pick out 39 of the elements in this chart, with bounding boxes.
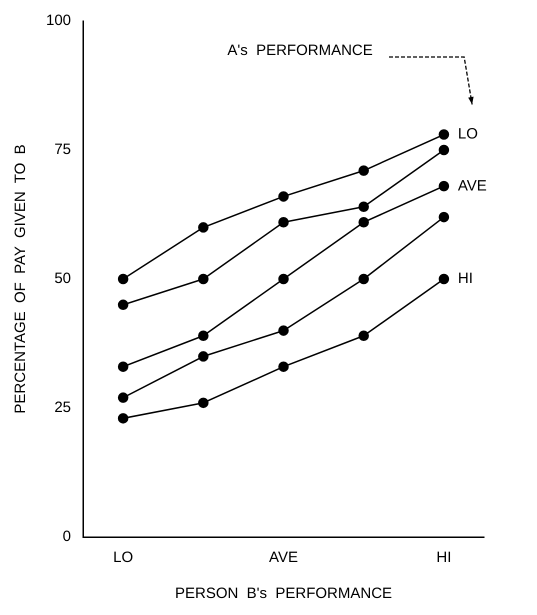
point <box>358 165 369 176</box>
point <box>198 222 209 233</box>
y-tick-label: 75 <box>54 141 72 158</box>
point <box>198 351 209 362</box>
point <box>118 300 128 310</box>
y-tick-label: 0 <box>62 528 72 546</box>
point <box>438 212 450 222</box>
point <box>438 274 450 284</box>
point <box>118 361 128 372</box>
point <box>118 413 128 424</box>
annotation: A's PERFORMANCE <box>227 42 373 60</box>
point <box>438 144 450 156</box>
series-label: AVE <box>458 177 487 194</box>
point <box>438 129 450 140</box>
y-tick-label: 25 <box>54 399 72 416</box>
y-tick-label: 50 <box>54 270 72 288</box>
point <box>358 216 369 228</box>
y-axis-title: PERCENTAGE OF PAY GIVEN TO B <box>12 144 30 414</box>
point <box>358 274 369 284</box>
y-tick-label: 100 <box>46 12 72 30</box>
point <box>198 398 209 408</box>
point <box>278 274 289 284</box>
series-label: HI <box>458 270 473 288</box>
x-tick-label: HI <box>436 549 452 566</box>
point <box>358 202 369 212</box>
x-tick-label: LO <box>113 549 134 566</box>
point <box>438 180 450 192</box>
point <box>118 274 128 284</box>
point <box>278 191 289 202</box>
point <box>198 330 209 342</box>
x-axis-title: PERSON B's PERFORMANCE <box>174 585 392 602</box>
x-tick-label: AVE <box>269 549 298 566</box>
point <box>198 274 209 284</box>
point <box>278 216 289 228</box>
point <box>358 330 369 342</box>
series-label: LO <box>458 126 478 143</box>
point <box>278 361 289 372</box>
point <box>278 325 289 336</box>
point <box>118 392 128 403</box>
